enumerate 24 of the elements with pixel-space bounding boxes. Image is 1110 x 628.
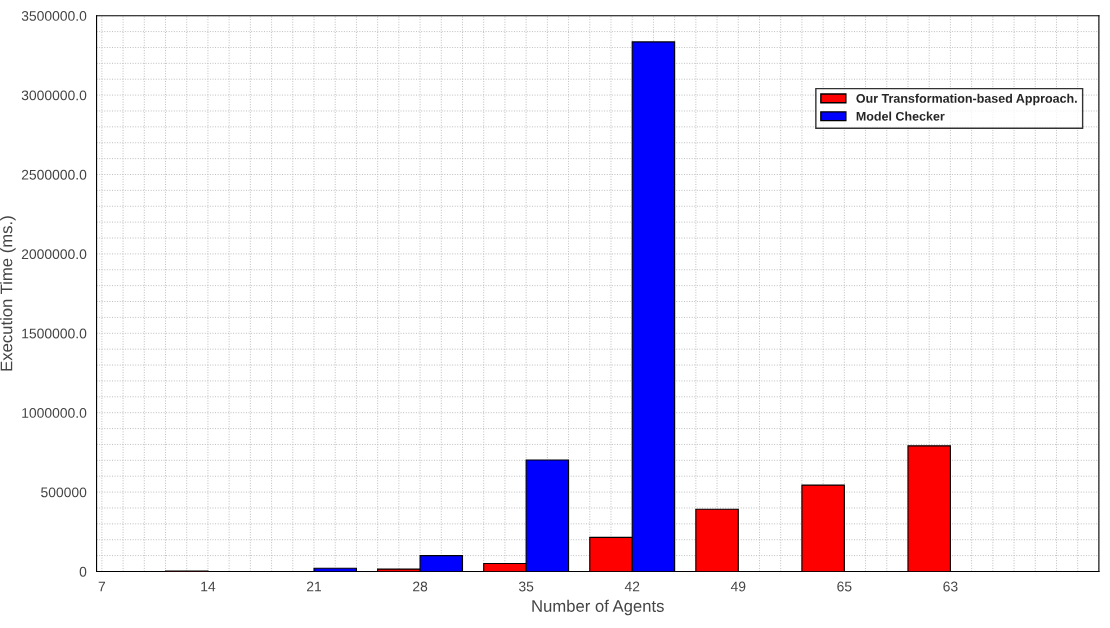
y-tick-label: 1000000.0 [22,408,87,418]
x-tick-label: 21 [306,581,322,592]
x-tick-label: 42 [624,581,640,592]
y-tick-label: 500000 [41,487,87,498]
y-tick-label: 1500000.0 [22,328,87,339]
y-tick-label: 3000000.0 [21,90,87,101]
y-axis-title: Execution Time (ms.) [0,216,16,371]
x-tick-label: 65 [837,581,852,592]
y-tick-label: 3500000.0 [21,11,87,21]
y-tick-label: 2000000.0 [21,249,87,260]
bar [907,445,951,572]
bar [801,484,845,572]
y-tick-label: 0 [79,566,87,577]
x-tick-label: 63 [943,581,958,592]
y-tick-label: 2500000.0 [21,169,87,180]
bar [695,508,739,572]
legend-label: Model Checker [856,111,945,121]
x-tick-label: 35 [518,581,534,592]
x-tick-label: 7 [98,581,106,592]
x-axis-title: Number of Agents [532,599,664,616]
legend-label: Our Transformation-based Approach. [856,93,1077,106]
x-tick-label: 14 [201,581,216,592]
x-tick-label: 49 [730,581,746,592]
x-tick-label: 28 [413,581,428,592]
